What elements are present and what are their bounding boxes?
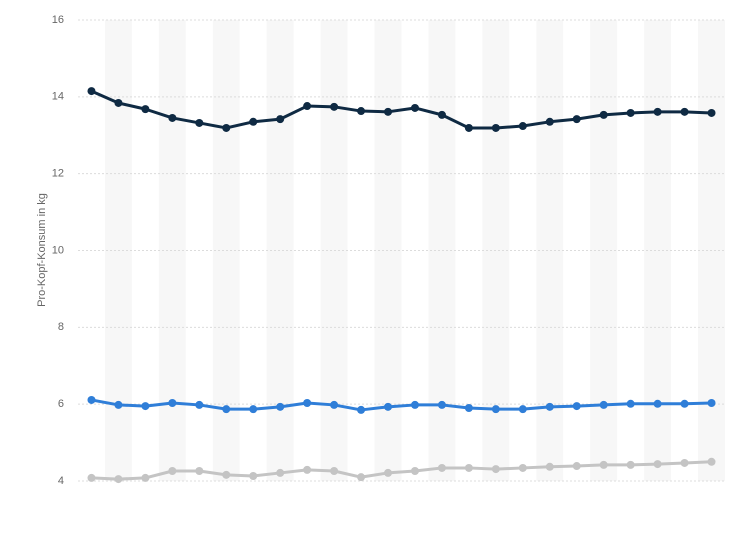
data-point — [276, 402, 285, 411]
y-tick-label: 10 — [52, 244, 64, 256]
y-tick-label: 12 — [52, 168, 64, 180]
series-line — [91, 460, 712, 481]
data-point — [599, 400, 608, 409]
data-point — [410, 467, 419, 476]
data-point — [168, 113, 177, 122]
data-point — [572, 115, 581, 124]
data-point — [464, 463, 473, 472]
data-point — [276, 468, 285, 477]
data-point — [357, 405, 366, 414]
y-tick-label: 14 — [52, 91, 64, 103]
data-point — [141, 402, 150, 411]
data-point — [222, 470, 231, 479]
data-point — [491, 123, 500, 132]
data-point — [653, 399, 662, 408]
data-point — [626, 460, 635, 469]
data-point — [384, 468, 393, 477]
data-point — [87, 473, 96, 482]
data-point — [599, 460, 608, 469]
data-point — [168, 467, 177, 476]
data-point — [410, 400, 419, 409]
data-point — [330, 467, 339, 476]
data-point — [87, 395, 96, 404]
series-line — [90, 89, 712, 130]
data-point — [303, 465, 312, 474]
data-point — [680, 107, 689, 116]
data-point — [545, 462, 554, 471]
y-axis-label: Pro-Kopf-Konsum in kg — [36, 193, 48, 307]
data-point — [141, 105, 150, 114]
data-point — [653, 107, 662, 116]
data-point — [114, 475, 123, 484]
data-point — [249, 405, 258, 414]
data-point — [330, 102, 339, 111]
data-point — [195, 467, 204, 476]
data-point — [491, 405, 500, 414]
data-point — [653, 460, 662, 469]
y-tick-label: 4 — [58, 475, 64, 487]
data-point — [168, 399, 177, 408]
data-point — [518, 122, 527, 131]
data-point — [626, 108, 635, 117]
data-point — [464, 123, 473, 132]
data-point — [384, 107, 393, 116]
data-point — [545, 402, 554, 411]
data-point — [114, 400, 123, 409]
data-point — [357, 473, 366, 482]
data-point — [357, 107, 366, 116]
data-point — [572, 402, 581, 411]
data-point — [518, 463, 527, 472]
data-point — [464, 404, 473, 413]
series-line — [91, 398, 712, 412]
data-point — [599, 110, 608, 119]
data-point — [518, 405, 527, 414]
data-point — [330, 400, 339, 409]
data-point — [491, 465, 500, 474]
data-point — [249, 472, 258, 481]
data-point — [680, 399, 689, 408]
data-point — [707, 457, 716, 466]
data-point — [114, 98, 123, 107]
data-point — [384, 402, 393, 411]
data-point — [276, 115, 285, 124]
data-point — [410, 103, 419, 112]
data-point — [680, 458, 689, 467]
data-point — [222, 405, 231, 414]
data-point — [437, 463, 446, 472]
data-point — [626, 399, 635, 408]
y-tick-label: 8 — [58, 321, 64, 333]
data-point — [141, 473, 150, 482]
y-tick-label: 16 — [52, 14, 64, 26]
data-point — [87, 87, 96, 96]
data-point — [437, 110, 446, 119]
data-point — [249, 117, 258, 126]
data-point — [303, 102, 312, 111]
data-point — [707, 399, 716, 408]
data-point — [195, 118, 204, 127]
data-point — [195, 400, 204, 409]
data-point — [707, 108, 716, 117]
data-point — [437, 400, 446, 409]
data-point — [572, 462, 581, 471]
data-point — [545, 117, 554, 126]
data-point — [303, 399, 312, 408]
y-tick-label: 6 — [58, 398, 64, 410]
data-point — [222, 123, 231, 132]
